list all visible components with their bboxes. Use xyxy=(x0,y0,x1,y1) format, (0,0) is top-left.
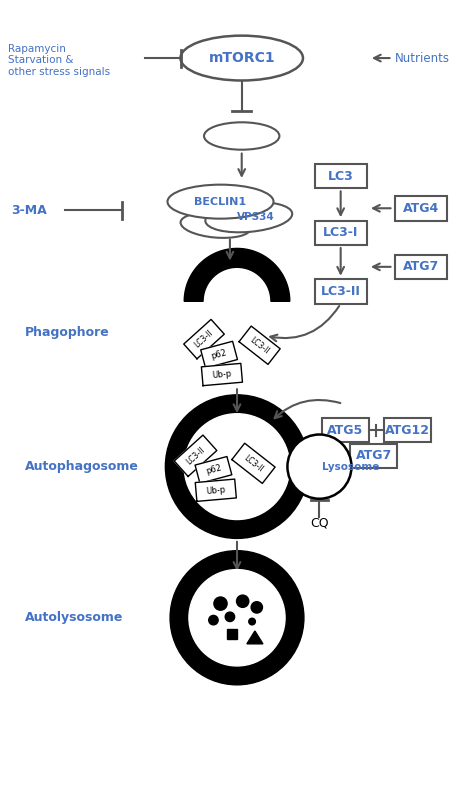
Circle shape xyxy=(251,602,263,613)
Text: Rapamycin
Starvation &
other stress signals: Rapamycin Starvation & other stress sign… xyxy=(9,44,110,77)
Polygon shape xyxy=(195,457,232,483)
Text: LC3-II: LC3-II xyxy=(321,285,361,298)
Ellipse shape xyxy=(181,212,251,238)
Polygon shape xyxy=(232,443,275,484)
Circle shape xyxy=(237,595,249,607)
Text: LC3: LC3 xyxy=(328,170,354,183)
FancyBboxPatch shape xyxy=(395,255,447,279)
FancyBboxPatch shape xyxy=(315,164,366,188)
Text: LC3-II: LC3-II xyxy=(193,328,215,350)
Ellipse shape xyxy=(181,35,303,81)
FancyBboxPatch shape xyxy=(384,418,431,442)
Text: Lysosome: Lysosome xyxy=(322,461,379,472)
Text: VPS34: VPS34 xyxy=(237,212,275,222)
Circle shape xyxy=(184,414,290,520)
Polygon shape xyxy=(184,320,224,359)
Polygon shape xyxy=(227,629,237,639)
Text: mTORC1: mTORC1 xyxy=(209,51,275,65)
Text: BECLIN1: BECLIN1 xyxy=(194,197,246,207)
Polygon shape xyxy=(239,326,280,364)
Polygon shape xyxy=(201,341,237,368)
Ellipse shape xyxy=(167,185,273,219)
FancyBboxPatch shape xyxy=(350,444,397,468)
Circle shape xyxy=(249,618,255,625)
Polygon shape xyxy=(201,364,243,385)
Ellipse shape xyxy=(204,123,279,150)
Text: Phagophore: Phagophore xyxy=(25,327,109,340)
Circle shape xyxy=(165,395,309,538)
Circle shape xyxy=(170,551,304,685)
Text: ATG5: ATG5 xyxy=(327,424,364,437)
Text: ATG7: ATG7 xyxy=(402,260,439,273)
FancyBboxPatch shape xyxy=(315,220,366,245)
Text: ATG4: ATG4 xyxy=(402,202,439,215)
Circle shape xyxy=(189,570,285,666)
Circle shape xyxy=(209,615,218,625)
Text: LC3-II: LC3-II xyxy=(184,445,207,466)
Text: p62: p62 xyxy=(205,464,222,477)
Text: LC3-I: LC3-I xyxy=(323,227,358,239)
Text: Nutrients: Nutrients xyxy=(395,51,450,65)
FancyBboxPatch shape xyxy=(322,418,369,442)
Text: 3-MA: 3-MA xyxy=(11,203,46,216)
Circle shape xyxy=(287,434,352,499)
FancyBboxPatch shape xyxy=(315,279,366,304)
Text: p62: p62 xyxy=(210,348,228,361)
Polygon shape xyxy=(174,435,217,477)
Text: Ub-p: Ub-p xyxy=(211,369,232,380)
Polygon shape xyxy=(184,248,290,301)
Text: LC3-II: LC3-II xyxy=(242,453,265,473)
Text: Autophagosome: Autophagosome xyxy=(25,460,139,473)
Ellipse shape xyxy=(205,202,292,232)
Text: ATG7: ATG7 xyxy=(356,449,392,462)
Text: LC3-II: LC3-II xyxy=(248,335,271,356)
Circle shape xyxy=(225,612,235,622)
Polygon shape xyxy=(247,631,263,644)
Circle shape xyxy=(214,597,227,610)
Text: CQ: CQ xyxy=(310,517,329,529)
Text: Autolysosome: Autolysosome xyxy=(25,611,123,624)
Text: Ub-p: Ub-p xyxy=(206,485,226,496)
Text: ATG12: ATG12 xyxy=(385,424,430,437)
FancyBboxPatch shape xyxy=(395,196,447,220)
Polygon shape xyxy=(195,479,237,501)
